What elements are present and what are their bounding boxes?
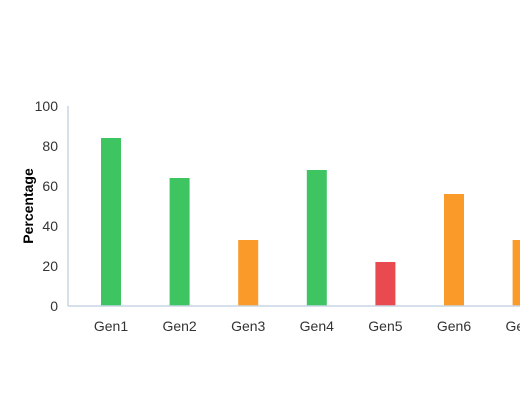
x-tick-label: Gen4 [300,318,334,334]
y-tick-label: 60 [42,178,58,194]
x-tick-label: Gen5 [368,318,402,334]
bar-gen5 [375,262,396,306]
y-tick-label: 100 [35,98,59,114]
x-tick-label: Gen6 [437,318,471,334]
x-tick-label: Gen1 [94,318,128,334]
y-tick-label: 0 [50,298,58,314]
x-tick-label: Gen3 [231,318,265,334]
bar-gen2 [169,178,190,306]
bar-gen7 [512,240,520,306]
bars [101,138,520,306]
y-axis-ticks: 0 20 40 60 80 100 [35,98,59,314]
bar-gen6 [444,194,464,306]
y-axis-title: Percentage [20,168,36,244]
y-tick-label: 40 [42,218,58,234]
bar-gen1 [101,138,121,306]
y-tick-label: 20 [42,258,58,274]
y-tick-label: 80 [42,138,58,154]
x-tick-label: Gen2 [162,318,196,334]
bar-gen4 [306,170,327,306]
x-tick-label: Gen7 [505,318,520,334]
bar-gen3 [238,240,259,306]
x-axis-ticks: Gen1 Gen2 Gen3 Gen4 Gen5 Gen6 Gen7 [94,318,520,334]
